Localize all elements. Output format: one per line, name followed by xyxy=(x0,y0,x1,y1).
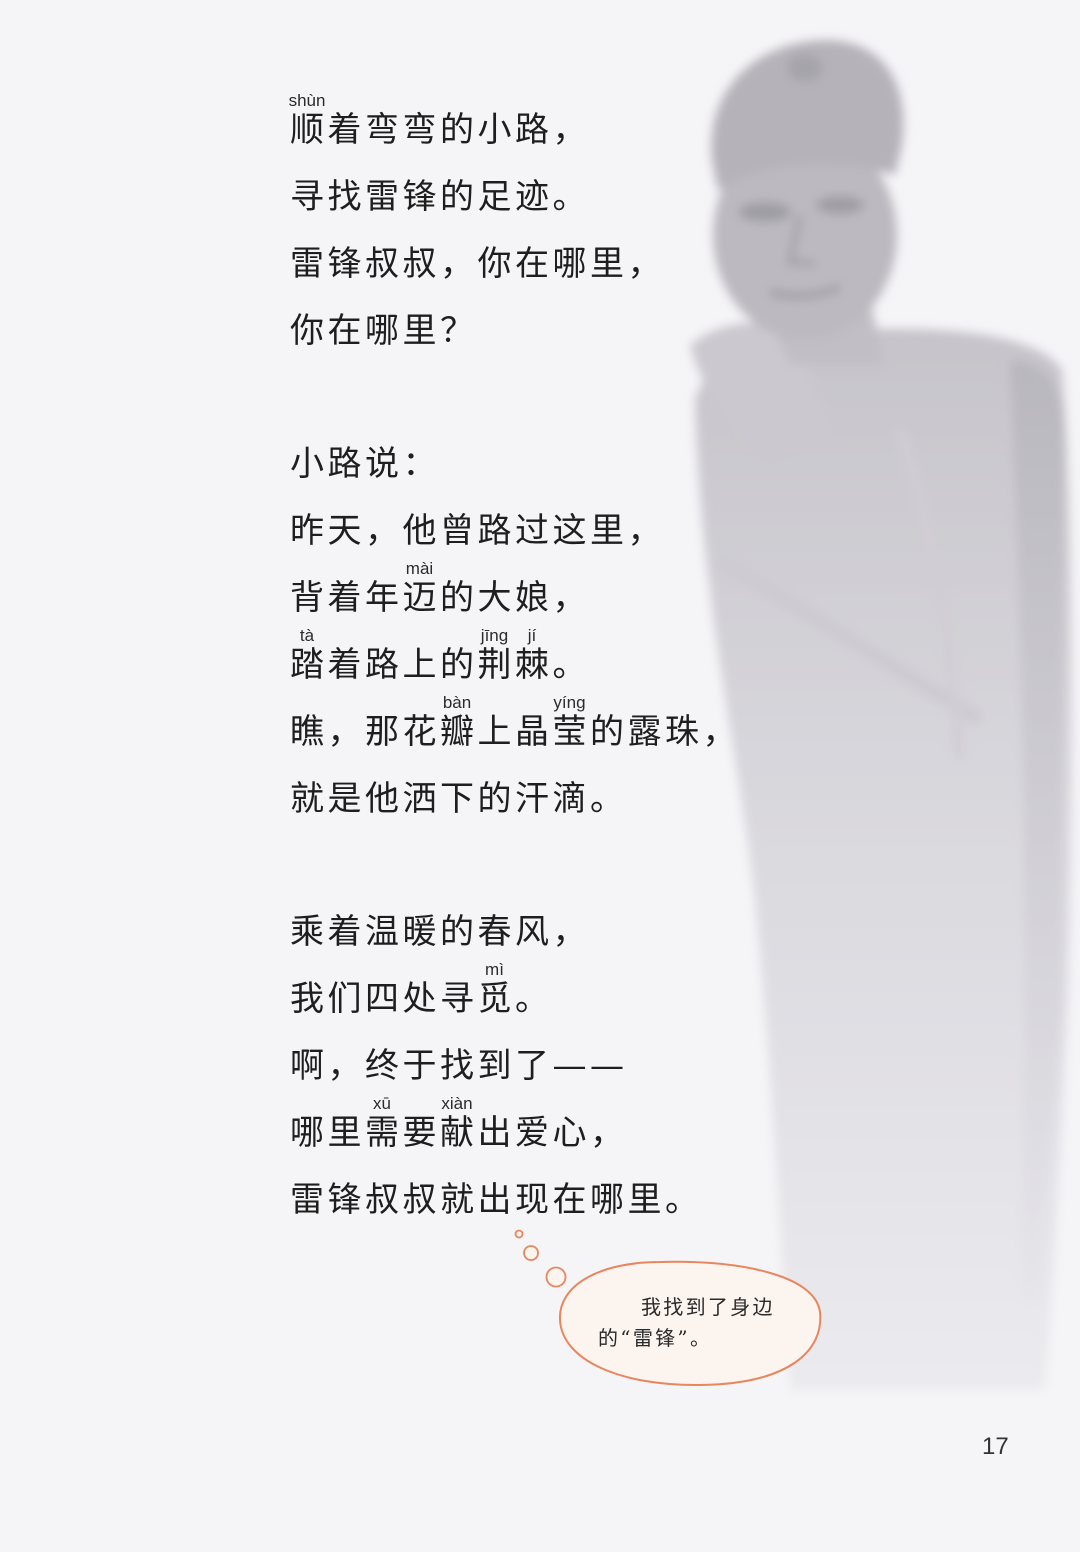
annotated-character: 迈 mài xyxy=(402,559,441,619)
poem-line: 啊，终于找到了—— xyxy=(290,1049,628,1083)
statue-strap xyxy=(716,554,984,726)
annotated-character: 需 xū xyxy=(365,1094,403,1154)
poem-text: 小路说： xyxy=(290,444,440,485)
pinyin-annotation: bàn xyxy=(442,692,472,712)
annotated-character: 踏 tà xyxy=(290,626,328,685)
pinyin-annotation: xū xyxy=(373,1094,391,1114)
poem-line: 你在哪里？ xyxy=(290,314,478,348)
pinyin-annotation: tà xyxy=(299,625,315,645)
poem-line: 就是他洒下的汗滴。 xyxy=(290,782,628,816)
character: 莹 xyxy=(552,711,590,752)
bubble-dot-medium xyxy=(523,1245,539,1261)
poem-text: 就是他洒下的汗滴。 xyxy=(290,778,628,819)
poem-line: 瞧，那花瓣 bàn 上晶莹 yíng 的露珠， xyxy=(290,693,740,752)
pinyin-annotation: jīng xyxy=(480,625,509,645)
poem-text: 上晶 xyxy=(477,711,553,752)
poem-text: 着弯弯的小路， xyxy=(327,109,590,150)
poem-line: 我们四处寻觅 mì。 xyxy=(290,960,553,1020)
pinyin-annotation: xiàn xyxy=(441,1094,473,1114)
poem-text: 。 xyxy=(515,979,553,1020)
bubble-line: 的“雷锋”。 xyxy=(598,1326,713,1350)
poem-text: 着路上的 xyxy=(327,644,478,685)
statue-left-eye xyxy=(739,202,791,222)
character: 顺 xyxy=(290,109,328,150)
pinyin-annotation: shùn xyxy=(288,90,326,110)
poem-line: 背着年迈 mài 的大娘， xyxy=(290,559,590,619)
poem-line: 乘着温暖的春风， xyxy=(290,915,590,949)
character: 觅 xyxy=(477,979,515,1020)
annotated-character: 献 xiàn xyxy=(440,1094,478,1154)
bubble-dot-large xyxy=(545,1266,567,1288)
poem-line: 顺 shùn 着弯弯的小路， xyxy=(289,91,590,150)
poem-text: 出爱心， xyxy=(477,1113,628,1154)
poem-line: 雷锋叔叔，你在哪里， xyxy=(290,247,665,281)
character: 荆 xyxy=(477,644,515,685)
poem-text: 的露珠， xyxy=(590,711,740,752)
character: 棘 xyxy=(515,644,553,685)
poem-text: 乘着温暖的春风， xyxy=(290,912,590,953)
pinyin-annotation: mì xyxy=(485,960,504,980)
character: 瓣 xyxy=(440,711,478,752)
statue-fold xyxy=(895,428,965,761)
statue-cap xyxy=(711,40,904,190)
poem-text: 哪里 xyxy=(290,1113,365,1154)
poem-line: 哪里需 xū 要献 xiàn 出爱心， xyxy=(290,1094,628,1154)
poem-text: 雷锋叔叔就出现在哪里。 xyxy=(290,1179,703,1220)
statue-nose xyxy=(786,214,816,267)
poem-text: 的大娘， xyxy=(440,578,590,619)
poem-text: 背着年 xyxy=(290,578,403,619)
character: 迈 xyxy=(402,578,440,619)
statue-cap-badge xyxy=(787,54,823,82)
bubble-outline xyxy=(558,1260,822,1387)
annotated-character: 棘 jí xyxy=(515,626,553,685)
poem-text: 。 xyxy=(552,644,590,685)
poem-line: 小路说： xyxy=(290,447,440,481)
page-number: 17 xyxy=(982,1433,1009,1460)
pinyin-annotation: jí xyxy=(527,625,537,645)
poem-text: 寻找雷锋的足迹。 xyxy=(290,176,590,217)
character: 踏 xyxy=(290,644,328,685)
poem-text: 你在哪里？ xyxy=(290,310,478,351)
annotated-character: 顺 shùn xyxy=(289,91,328,150)
pinyin-annotation: yíng xyxy=(553,692,586,712)
character: 需 xyxy=(365,1113,403,1154)
poem-line: 踏 tà 着路上的荆 jīng 棘 jí。 xyxy=(290,626,590,685)
annotated-character: 觅 mì xyxy=(477,960,516,1020)
bubble-line: 我找到了身边 xyxy=(641,1295,775,1319)
bubble-dot-small xyxy=(514,1229,524,1239)
statue-right-edge xyxy=(1010,360,1064,1300)
poem-text: 雷锋叔叔，你在哪里， xyxy=(290,243,665,284)
poem-line: 雷锋叔叔就出现在哪里。 xyxy=(290,1183,703,1217)
character: 献 xyxy=(440,1113,478,1154)
poem-text: 啊，终于找到了—— xyxy=(290,1046,628,1087)
annotated-character: 荆 jīng xyxy=(477,626,516,685)
statue-face xyxy=(713,130,897,340)
poem-line: 昨天，他曾路过这里， xyxy=(290,514,665,548)
statue-mouth xyxy=(769,284,842,299)
pinyin-annotation: mài xyxy=(405,559,434,579)
annotated-character: 瓣 bàn xyxy=(440,693,478,752)
statue-right-eye xyxy=(816,196,864,214)
poem-text: 要 xyxy=(402,1113,440,1154)
poem-text: 昨天，他曾路过这里， xyxy=(290,511,665,552)
thought-bubble-text: 我找到了身边 的“雷锋”。 xyxy=(598,1292,788,1354)
poem-line: 寻找雷锋的足迹。 xyxy=(290,180,590,214)
poem-text: 我们四处寻 xyxy=(290,979,478,1020)
annotated-character: 莹 yíng xyxy=(552,693,591,752)
statue-body xyxy=(695,328,1072,1390)
poem: 顺 shùn 着弯弯的小路， 寻找雷锋的足迹。雷锋叔叔，你在哪里， 你在哪里？ 小路说： 昨… xyxy=(289,0,850,1260)
poem-text: 瞧，那花 xyxy=(290,711,440,752)
